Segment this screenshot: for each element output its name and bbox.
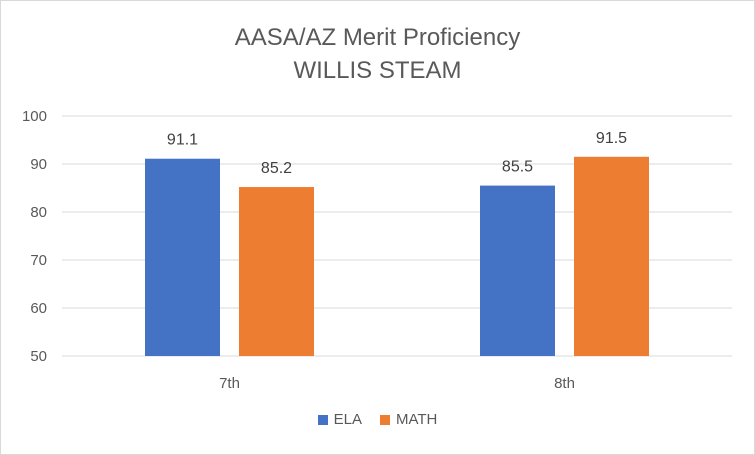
y-tick-label-100: 100: [22, 108, 47, 125]
data-label-ela-8th: 85.5: [502, 159, 533, 176]
legend-label-math: MATH: [395, 411, 438, 428]
y-tick-label-80: 80: [30, 204, 47, 221]
legend-label-ela: ELA: [333, 411, 362, 428]
x-tick-label-7th: 7th: [219, 375, 240, 392]
legend-item-ela: ELA: [317, 411, 362, 428]
legend-item-math: MATH: [379, 411, 438, 428]
chart-title-block: AASA/AZ Merit Proficiency WILLIS STEAM: [1, 21, 754, 87]
bar-math-7th: [239, 187, 314, 356]
y-tick-label-50: 50: [30, 348, 47, 365]
x-tick-label-8th: 8th: [554, 375, 575, 392]
data-label-math-8th: 91.5: [596, 130, 627, 147]
data-label-ela-7th: 91.1: [167, 132, 198, 149]
y-tick-label-90: 90: [30, 156, 47, 173]
legend-swatch-ela: [317, 414, 328, 425]
y-tick-label-70: 70: [30, 252, 47, 269]
y-tick-label-60: 60: [30, 300, 47, 317]
bar-ela-7th: [145, 158, 220, 356]
legend-swatch-math: [379, 414, 390, 425]
bar-ela-8th: [480, 185, 555, 356]
bar-math-8th: [574, 156, 649, 356]
data-label-math-7th: 85.2: [261, 160, 292, 177]
chart-title: AASA/AZ Merit Proficiency: [234, 24, 521, 51]
chart-subtitle: WILLIS STEAM: [293, 57, 462, 84]
chart-legend: ELA MATH: [1, 411, 754, 428]
